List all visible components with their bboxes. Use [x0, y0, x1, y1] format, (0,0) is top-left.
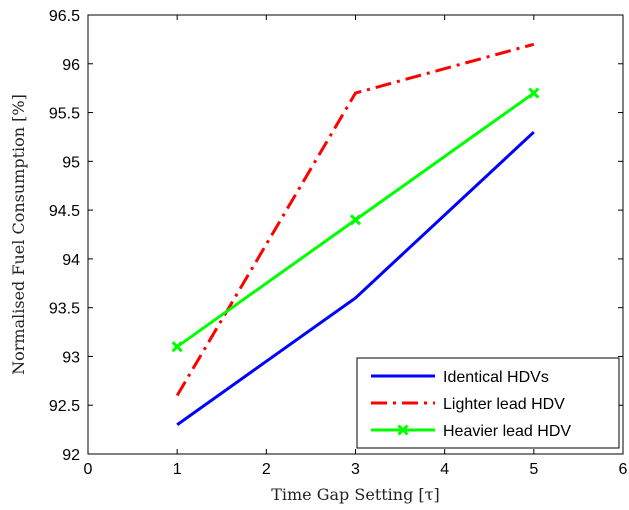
axes-layer: 0 1 2 3 4 5 6 92 92.5 93 93.5 94 94.5 95 95.5 96 96.5 [49, 8, 628, 478]
y-tick-label: 93.5 [49, 301, 80, 318]
x-tick-label: 3 [351, 461, 360, 478]
legend: Identical HDVs Lighter lead HDV Heavier le… [356, 357, 620, 449]
x-tick-label: 0 [84, 461, 93, 478]
legend-marker-heavier-lead-hdv [397, 424, 409, 436]
y-tick-label: 94.5 [49, 203, 80, 220]
series-layer [171, 42, 540, 426]
y-axis-title: Normalised Fuel Consumption [%] [9, 94, 28, 375]
series-line-identical-hdvs [176, 130, 535, 426]
data-point-heavier-lead-hdv [171, 341, 183, 353]
x-tick-label: 4 [440, 461, 449, 478]
legend-label-heavier-lead-hdv: Heavier lead HDV [443, 423, 571, 440]
x-tick-label: 2 [262, 461, 271, 478]
y-tick-label: 94 [62, 252, 80, 269]
legend-label-lighter-lead-hdv: Lighter lead HDV [443, 396, 565, 413]
x-tick-label: 6 [619, 461, 628, 478]
x-tick-label: 5 [529, 461, 538, 478]
data-point-heavier-lead-hdv [349, 214, 362, 226]
x-tick-label: 1 [173, 461, 182, 478]
y-tick-label: 92.5 [49, 398, 80, 415]
y-tick-label: 95.5 [49, 106, 80, 123]
x-axis-title: Time Gap Setting [τ] [271, 485, 440, 504]
legend-label-identical-hdvs: Identical HDVs [443, 369, 549, 386]
y-tick-label: 95 [62, 154, 80, 171]
y-tick-label: 93 [62, 349, 80, 366]
series-line-lighter-lead-hdv [175, 42, 535, 397]
y-tick-label: 96 [62, 57, 80, 74]
y-tick-label: 96.5 [49, 8, 80, 25]
y-tick-label: 92 [62, 447, 80, 464]
data-point-heavier-lead-hdv [528, 87, 540, 99]
